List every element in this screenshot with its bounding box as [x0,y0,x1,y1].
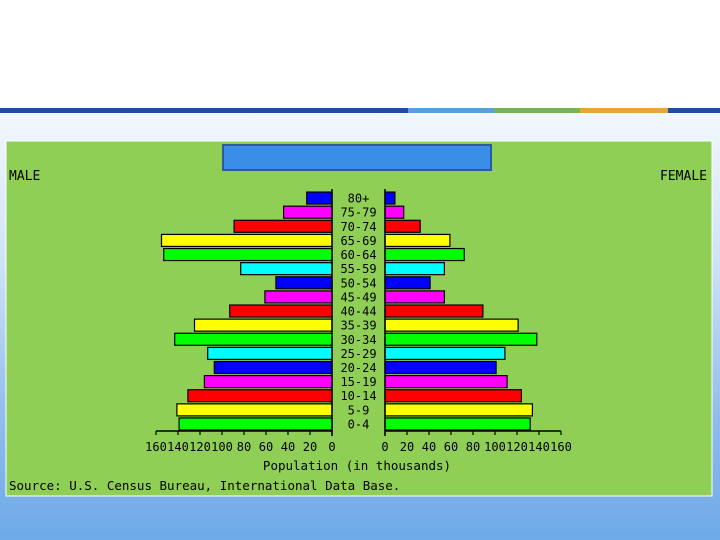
accent-segment [0,108,408,113]
accent-segment [668,108,720,113]
age-label: 20-24 [340,361,376,375]
age-label: 30-34 [340,333,376,347]
female-bar-55-59 [384,262,446,276]
male-bar-30-34 [174,332,333,346]
accent-segment [580,108,668,113]
age-label: 25-29 [340,347,376,361]
male-bar-60-64 [163,247,333,262]
female-bar-80+ [384,191,396,205]
female-bar-25-29 [384,346,506,360]
male-bar-50-54 [275,276,333,290]
tick-label: 0 [381,440,388,454]
male-bar-45-49 [264,290,333,304]
age-label: 60-64 [340,248,376,262]
female-bar-40-44 [384,304,484,318]
tick-label: 120 [189,440,211,454]
female-bar-0-4 [384,417,531,431]
age-label: 5-9 [348,403,370,417]
male-bar-25-29 [207,346,333,360]
accent-bar [0,108,720,113]
tick-label: 60 [259,440,273,454]
female-label: FEMALE [660,169,707,184]
tick-label: 160 [550,440,572,454]
age-label: 65-69 [340,234,376,248]
female-bar-70-74 [384,219,421,233]
male-bar-80+ [306,191,333,205]
female-bar-50-54 [384,276,431,290]
female-bar-60-64 [384,247,465,262]
age-label: 0-4 [348,417,370,431]
tick-label: 140 [528,440,550,454]
age-label: 10-14 [340,389,376,403]
female-bar-30-34 [384,332,538,346]
male-bar-35-39 [193,318,333,332]
female-bar-45-49 [384,290,446,304]
age-label: 70-74 [340,220,376,234]
x-axis-label: Population (in thousands) [263,458,451,473]
chart-background [5,140,713,497]
accent-segment [408,108,494,113]
tick-label: 120 [506,440,528,454]
tick-label: 160 [145,440,167,454]
age-group-labels: 0-45-910-1415-1920-2425-2930-3435-3940-4… [340,192,376,432]
age-label: 75-79 [340,206,376,220]
female-bar-65-69 [384,233,451,248]
age-label: 15-19 [340,375,376,389]
tick-label: 60 [444,440,458,454]
chart-title-box [222,144,492,171]
age-label: 45-49 [340,290,376,304]
female-bar-15-19 [384,375,508,389]
source-note: Source: U.S. Census Bureau, Internationa… [9,478,400,493]
tick-label: 40 [281,440,295,454]
male-bar-20-24 [213,360,333,375]
male-bar-0-4 [178,417,333,431]
tick-label: 40 [422,440,436,454]
age-label: 55-59 [340,262,376,276]
tick-label: 20 [400,440,414,454]
accent-segment [494,108,580,113]
male-bar-55-59 [240,262,333,276]
female-bar-20-24 [384,360,497,375]
tick-label: 0 [328,440,335,454]
tick-label: 140 [167,440,189,454]
age-label: 80+ [348,192,370,206]
female-bar-10-14 [384,389,522,403]
bars-group [160,191,538,431]
tick-label: 80 [237,440,251,454]
female-bar-5-9 [384,403,533,417]
tick-label: 20 [303,440,317,454]
slide-header [0,0,720,108]
tick-label: 100 [484,440,506,454]
tick-label: 80 [466,440,480,454]
male-label: MALE [9,169,40,184]
male-bar-15-19 [203,375,333,389]
male-bar-10-14 [187,389,333,403]
tick-label: 100 [211,440,233,454]
male-bar-75-79 [283,205,333,219]
female-bar-75-79 [384,205,405,219]
age-label: 40-44 [340,305,376,319]
male-bar-70-74 [233,219,333,233]
male-bar-65-69 [160,233,333,248]
age-label: 50-54 [340,276,376,290]
male-bar-40-44 [229,304,333,318]
male-bar-5-9 [176,403,333,417]
age-label: 35-39 [340,319,376,333]
female-bar-35-39 [384,318,519,332]
